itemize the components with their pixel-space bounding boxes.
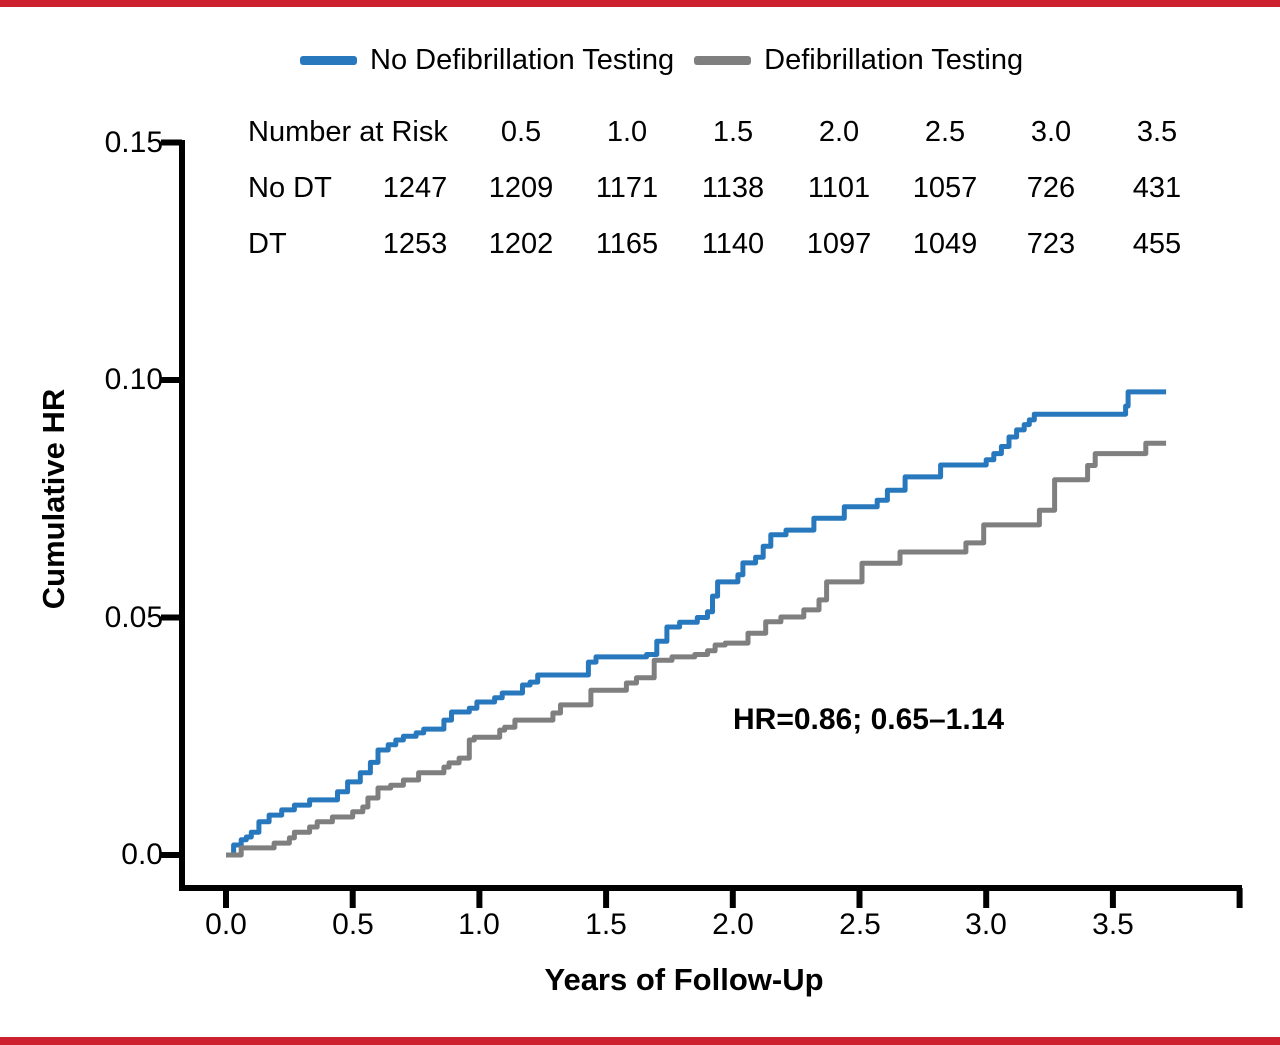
x-tick-label: 1.5 <box>585 908 627 941</box>
x-tick-label: 3.0 <box>965 908 1007 941</box>
legend-label-no-dt: No Defibrillation Testing <box>370 44 675 76</box>
risk-value: 1165 <box>595 227 659 260</box>
risk-value: 455 <box>1132 227 1182 260</box>
risk-row-label-no-dt: No DT <box>248 171 332 204</box>
x-tick-label: 3.5 <box>1092 908 1134 941</box>
y-tick-label: 0.0 <box>121 838 163 871</box>
x-tick-label: 0.0 <box>205 908 247 941</box>
risk-time-header: 3.0 <box>1030 115 1072 148</box>
curve-defibrillation-testing <box>226 440 1167 858</box>
risk-time-header: 1.5 <box>712 115 754 148</box>
risk-time-header: 0.5 <box>500 115 542 148</box>
x-tick-label: 2.5 <box>839 908 881 941</box>
x-tick-label: 0.5 <box>332 908 374 941</box>
y-tick-label: 0.05 <box>104 601 163 634</box>
y-axis-ticks <box>161 139 182 858</box>
risk-value: 1057 <box>912 171 978 204</box>
risk-value: 1138 <box>701 171 765 204</box>
risk-value: 1209 <box>488 171 554 204</box>
risk-value: 1049 <box>912 227 978 260</box>
risk-value: 1171 <box>595 171 659 204</box>
risk-value: 1140 <box>701 227 765 260</box>
x-axis-title: Years of Follow-Up <box>544 962 824 997</box>
number-at-risk-table: Number at Risk 0.5 1.0 1.5 2.0 2.5 3.0 3… <box>248 104 1210 272</box>
risk-value: 723 <box>1026 227 1076 260</box>
risk-value: 1247 <box>382 171 448 204</box>
legend-item-dt: Defibrillation Testing <box>694 44 1023 77</box>
risk-time-header: 3.5 <box>1136 115 1178 148</box>
y-tick-label: 0.15 <box>104 126 163 159</box>
y-tick-label: 0.10 <box>104 363 163 396</box>
legend: No Defibrillation Testing Defibrillation… <box>300 44 1023 77</box>
risk-time-header: 2.0 <box>818 115 860 148</box>
risk-value: 431 <box>1132 171 1182 204</box>
risk-value: 726 <box>1026 171 1076 204</box>
risk-row-label-dt: DT <box>248 227 287 260</box>
risk-time-header: 1.0 <box>606 115 648 148</box>
no-dt-line-swatch <box>300 56 357 65</box>
x-axis-ticks <box>223 888 1243 908</box>
legend-item-no-dt: No Defibrillation Testing <box>300 44 674 77</box>
risk-value: 1097 <box>806 227 872 260</box>
bottom-border-bar <box>0 1037 1280 1045</box>
legend-label-dt: Defibrillation Testing <box>764 44 1024 76</box>
hazard-ratio-annotation: HR=0.86; 0.65–1.14 <box>733 703 1005 736</box>
risk-table-header: Number at Risk <box>248 115 448 148</box>
risk-time-header: 2.5 <box>924 115 966 148</box>
risk-value: 1253 <box>382 227 448 260</box>
top-border-bar <box>0 0 1280 7</box>
x-tick-label: 2.0 <box>712 908 754 941</box>
curve-no-defibrillation-testing <box>226 389 1167 858</box>
risk-value: 1101 <box>807 171 871 204</box>
x-tick-label: 1.0 <box>458 908 500 941</box>
dt-line-swatch <box>694 56 752 65</box>
risk-value: 1202 <box>488 227 554 260</box>
